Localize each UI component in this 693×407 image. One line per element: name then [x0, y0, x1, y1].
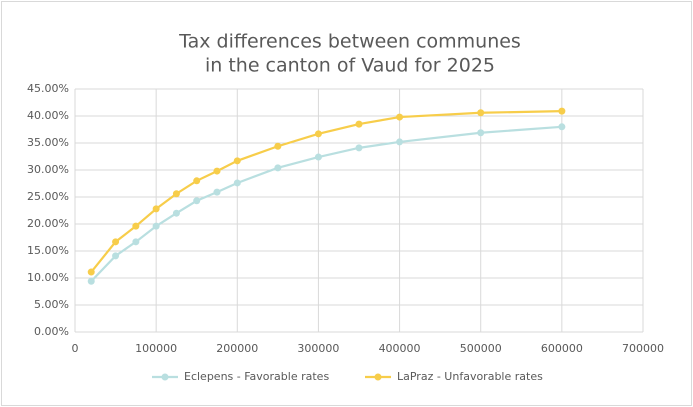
data-point [112, 238, 120, 246]
data-point [213, 188, 221, 196]
series-line [90, 110, 562, 273]
data-point [396, 138, 404, 146]
y-tick-label: 10.00% [27, 271, 69, 284]
y-tick-label: 35.00% [27, 136, 69, 149]
y-tick-label: 45.00% [27, 82, 69, 95]
x-tick-label: 200000 [216, 342, 258, 355]
x-tick-label: 400000 [379, 342, 421, 355]
chart-title: in the canton of Vaud for 2025 [205, 55, 495, 77]
data-point [172, 190, 180, 198]
data-point [193, 177, 201, 185]
data-point [558, 107, 566, 115]
x-tick-label: 500000 [460, 342, 502, 355]
x-tick-label: 300000 [297, 342, 339, 355]
data-point [152, 205, 160, 213]
x-tick-label: 100000 [135, 342, 177, 355]
data-point [355, 144, 363, 152]
data-point [396, 113, 404, 121]
x-tick-label: 0 [72, 342, 79, 355]
data-point [233, 179, 241, 187]
data-point [233, 157, 241, 165]
data-point [132, 222, 140, 230]
data-point [152, 222, 160, 230]
data-point [314, 130, 322, 138]
x-tick-label: 600000 [541, 342, 583, 355]
data-point [477, 129, 485, 137]
data-point [477, 109, 485, 117]
legend-label: LaPraz - Unfavorable rates [397, 370, 543, 383]
y-tick-label: 15.00% [27, 244, 69, 257]
legend-marker [374, 373, 382, 381]
legend-label: Eclepens - Favorable rates [184, 370, 329, 383]
data-point [112, 252, 120, 260]
data-point [274, 164, 282, 172]
y-tick-label: 0.00% [34, 325, 69, 338]
data-point [558, 123, 566, 131]
y-tick-label: 30.00% [27, 163, 69, 176]
data-point [314, 153, 322, 161]
y-tick-label: 40.00% [27, 109, 69, 122]
y-tick-label: 25.00% [27, 190, 69, 203]
data-point [172, 209, 180, 217]
data-point [193, 197, 201, 205]
y-tick-label: 5.00% [34, 298, 69, 311]
series-line [90, 125, 562, 283]
data-point [132, 238, 140, 246]
data-point [355, 120, 363, 128]
y-tick-label: 20.00% [27, 217, 69, 230]
legend-marker [161, 373, 169, 381]
x-tick-label: 700000 [622, 342, 664, 355]
data-point [87, 268, 95, 276]
chart-title: Tax differences between communes [178, 31, 521, 53]
data-point [213, 167, 221, 175]
data-point [274, 142, 282, 150]
data-point [87, 277, 95, 285]
